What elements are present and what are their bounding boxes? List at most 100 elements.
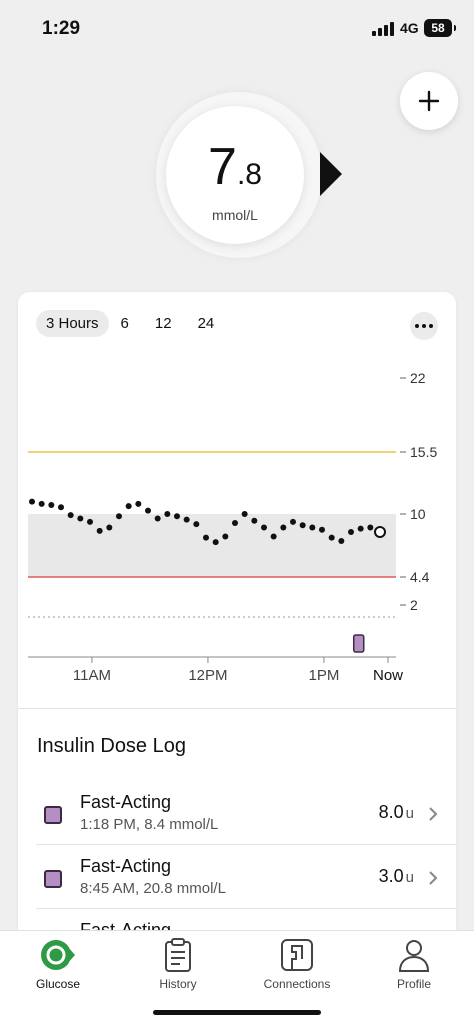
person-icon [398,940,430,972]
glucose-reading-point [193,521,200,528]
y-tick-label: 15.5 [410,444,437,460]
glucose-reading-point [183,516,190,523]
add-button[interactable] [400,72,458,130]
tab-label: Glucose [35,977,81,991]
glucose-reading-point [145,507,151,514]
bottom-tab-bar: Glucose History Connections Profile [0,930,474,1025]
glucose-reading-point [125,503,132,510]
dot-icon [422,324,426,328]
dose-detail: 1:18 PM, 8.4 mmol/L [80,816,219,833]
dose-unit: u [405,805,414,822]
right-arrow-icon [320,152,342,196]
glucose-reading-point [348,529,354,535]
glucose-card: 3 Hours 6 12 24 22 15.5 10 4.4 2 11AM 12PM 1PM N… [18,292,456,992]
y-tick-label: 2 [410,597,418,613]
glucose-reading-point [232,520,238,526]
row-separator [36,908,456,909]
target-range-band [28,514,396,577]
glucose-reading-point [270,533,277,540]
glucose-reading-point [251,517,258,524]
dose-log-item[interactable]: Fast-Acting 8:45 AM, 20.8 mmol/L 3.0 u [18,852,456,916]
status-bar: 1:29 4G 58 [0,0,474,58]
glucose-reading-point [241,511,248,517]
insulin-dose-marker [352,634,365,653]
dose-detail: 8:45 AM, 20.8 mmol/L [80,880,226,897]
y-tick-label: 4.4 [410,569,430,585]
glucose-reading-point [367,524,374,531]
x-tick-label: 12PM [188,667,227,684]
glucose-reading-point [309,524,316,531]
glucose-reading-point [290,518,296,525]
glucose-chart[interactable]: 22 15.5 10 4.4 2 11AM 12PM 1PM Now [18,352,456,702]
glucose-reading-point [87,518,93,525]
glucose-reading-point [357,525,364,532]
tab-label: Connections [263,977,331,991]
tab-12-hours[interactable]: 12 [154,315,172,332]
glucose-reading-point [106,524,113,531]
glucose-reading-point [338,538,345,544]
glucose-reading-point [135,500,142,507]
dot-icon [429,324,433,328]
battery-level: 58 [431,21,445,35]
dose-unit: u [405,869,414,886]
dose-amount-value: 8.0 [378,802,404,822]
glucose-reading-point [299,522,306,529]
glucose-reading-point [222,533,229,540]
y-tick-label: 22 [410,370,426,386]
chevron-right-icon [429,871,438,885]
reading-integer: 7 [208,138,237,196]
dose-name: Fast-Acting [80,856,172,876]
dose-amount: 8.0 u [379,802,414,823]
glucose-reading-point [38,500,45,507]
tab-24-hours[interactable]: 24 [197,315,215,332]
tab-label: Profile [396,977,431,991]
glucose-reading-point [203,534,209,541]
dot-icon [415,324,419,328]
home-indicator [153,1010,321,1015]
glucose-reading[interactable]: 7.8 mmol/L [166,106,304,244]
glucose-reading-point [58,504,64,511]
dose-log-item[interactable]: Fast-Acting 1:18 PM, 8.4 mmol/L 8.0 u [18,788,456,852]
fast-acting-swatch [44,870,62,888]
tab-profile[interactable]: Profile [369,937,459,991]
battery-icon: 58 [424,19,456,37]
tab-glucose[interactable]: Glucose [13,937,103,991]
glucose-reading-point [280,524,287,531]
tab-history[interactable]: History [133,937,223,991]
chevron-right-icon [429,807,438,821]
cellular-signal-icon [372,22,396,36]
status-time: 1:29 [42,18,81,39]
more-options-button[interactable] [410,312,438,340]
glucose-reading-point [67,512,74,519]
glucose-reading-point [154,515,161,522]
tab-6-hours[interactable]: 6 [120,315,129,332]
glucose-reading-point [319,526,325,533]
glucose-reading-point [212,539,219,546]
fast-acting-swatch [44,806,62,824]
reading-decimal: .8 [236,158,262,191]
row-separator [36,844,456,845]
current-reading-point [374,526,386,538]
glucose-reading-point [77,515,84,522]
clipboard-icon [165,938,191,972]
reading-unit: mmol/L [212,207,258,223]
tab-3-hours[interactable]: 3 Hours [36,310,109,337]
dose-name: Fast-Acting [80,792,172,812]
reading-value: 7.8 [166,141,304,205]
tab-label: History [159,977,197,991]
glucose-reading-point [174,513,180,520]
glucose-icon [41,940,75,970]
divider [18,708,456,709]
connections-icon [281,939,313,971]
x-tick-label: 1PM [309,667,340,684]
glucose-reading-point [48,501,55,508]
network-type: 4G [400,20,419,36]
plus-icon [418,90,440,112]
x-tick-label: Now [373,667,403,684]
time-range-tabs: 3 Hours 6 12 24 [36,310,240,337]
tab-connections[interactable]: Connections [252,937,342,991]
glucose-reading-point [96,527,103,534]
glucose-reading-point [29,498,35,505]
y-tick-label: 10 [410,506,426,522]
glucose-reading-point [116,513,122,520]
